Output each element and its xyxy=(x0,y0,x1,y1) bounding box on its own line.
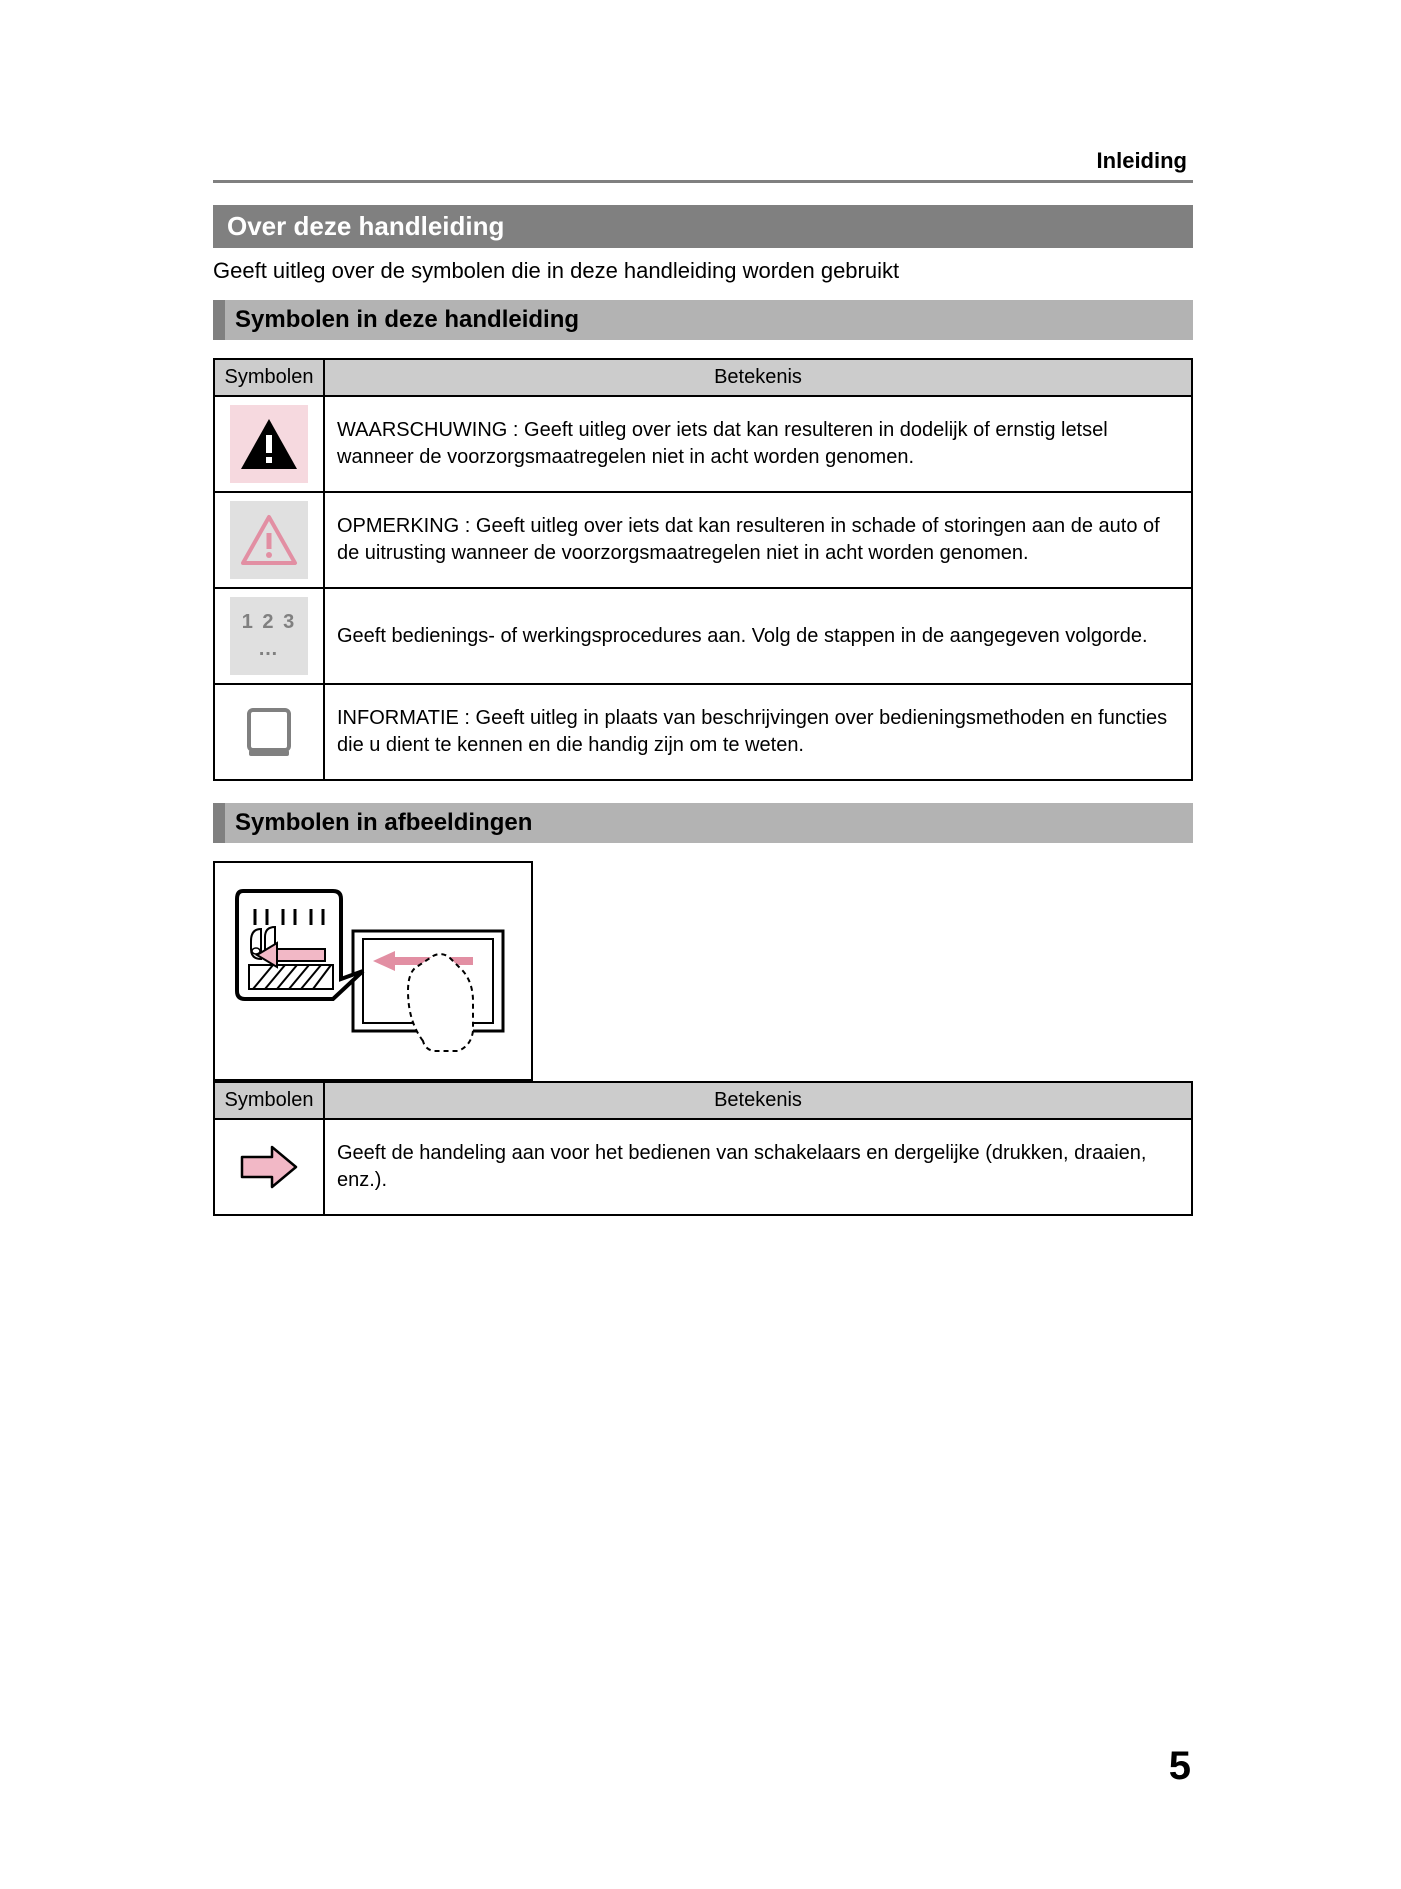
table2-header-symbol: Symbolen xyxy=(214,1082,324,1119)
table2-header-meaning: Betekenis xyxy=(324,1082,1192,1119)
symbols-table-1: Symbolen Betekenis WAARSCHUWING : Geeft … xyxy=(213,358,1193,781)
icon-cell-warning xyxy=(214,396,324,492)
steps-label: 1 2 3 … xyxy=(230,609,308,663)
icon-cell-info xyxy=(214,684,324,780)
table-row: Geeft de handeling aan voor het bedienen… xyxy=(214,1119,1192,1215)
table2-row0-text: Geeft de handeling aan voor het bedienen… xyxy=(324,1119,1192,1215)
intro-text: Geeft uitleg over de symbolen die in dez… xyxy=(213,248,1193,300)
table1-row1-text: OPMERKING : Geeft uitleg over iets dat k… xyxy=(324,492,1192,588)
touchscreen-swipe-icon xyxy=(223,871,523,1071)
icon-cell-arrow xyxy=(214,1119,324,1215)
table-row: WAARSCHUWING : Geeft uitleg over iets da… xyxy=(214,396,1192,492)
table1-header-symbol: Symbolen xyxy=(214,359,324,396)
page-number: 5 xyxy=(1169,1744,1191,1789)
illustration-touchscreen xyxy=(213,861,533,1081)
pink-arrow-icon xyxy=(230,1128,308,1206)
top-rule xyxy=(213,180,1193,183)
chapter-label: Inleiding xyxy=(213,148,1193,174)
table1-row0-text: WAARSCHUWING : Geeft uitleg over iets da… xyxy=(324,396,1192,492)
section2-title: Symbolen in afbeeldingen xyxy=(213,803,1193,843)
steps-123-icon: 1 2 3 … xyxy=(230,597,308,675)
info-book-icon xyxy=(230,693,308,771)
table-row: 1 2 3 … Geeft bedienings- of werkingspro… xyxy=(214,588,1192,684)
table-row: INFORMATIE : Geeft uitleg in plaats van … xyxy=(214,684,1192,780)
table1-row3-text: INFORMATIE : Geeft uitleg in plaats van … xyxy=(324,684,1192,780)
page-content: Inleiding Over deze handleiding Geeft ui… xyxy=(213,148,1193,1238)
warning-triangle-outline-icon xyxy=(230,501,308,579)
table1-row2-text: Geeft bedienings- of werkingsprocedures … xyxy=(324,588,1192,684)
main-title: Over deze handleiding xyxy=(213,205,1193,248)
icon-cell-steps: 1 2 3 … xyxy=(214,588,324,684)
table1-header-meaning: Betekenis xyxy=(324,359,1192,396)
symbols-table-2: Symbolen Betekenis Geeft de handeling aa… xyxy=(213,1081,1193,1216)
table-row: OPMERKING : Geeft uitleg over iets dat k… xyxy=(214,492,1192,588)
warning-triangle-solid-icon xyxy=(230,405,308,483)
icon-cell-notice xyxy=(214,492,324,588)
section1-title: Symbolen in deze handleiding xyxy=(213,300,1193,340)
